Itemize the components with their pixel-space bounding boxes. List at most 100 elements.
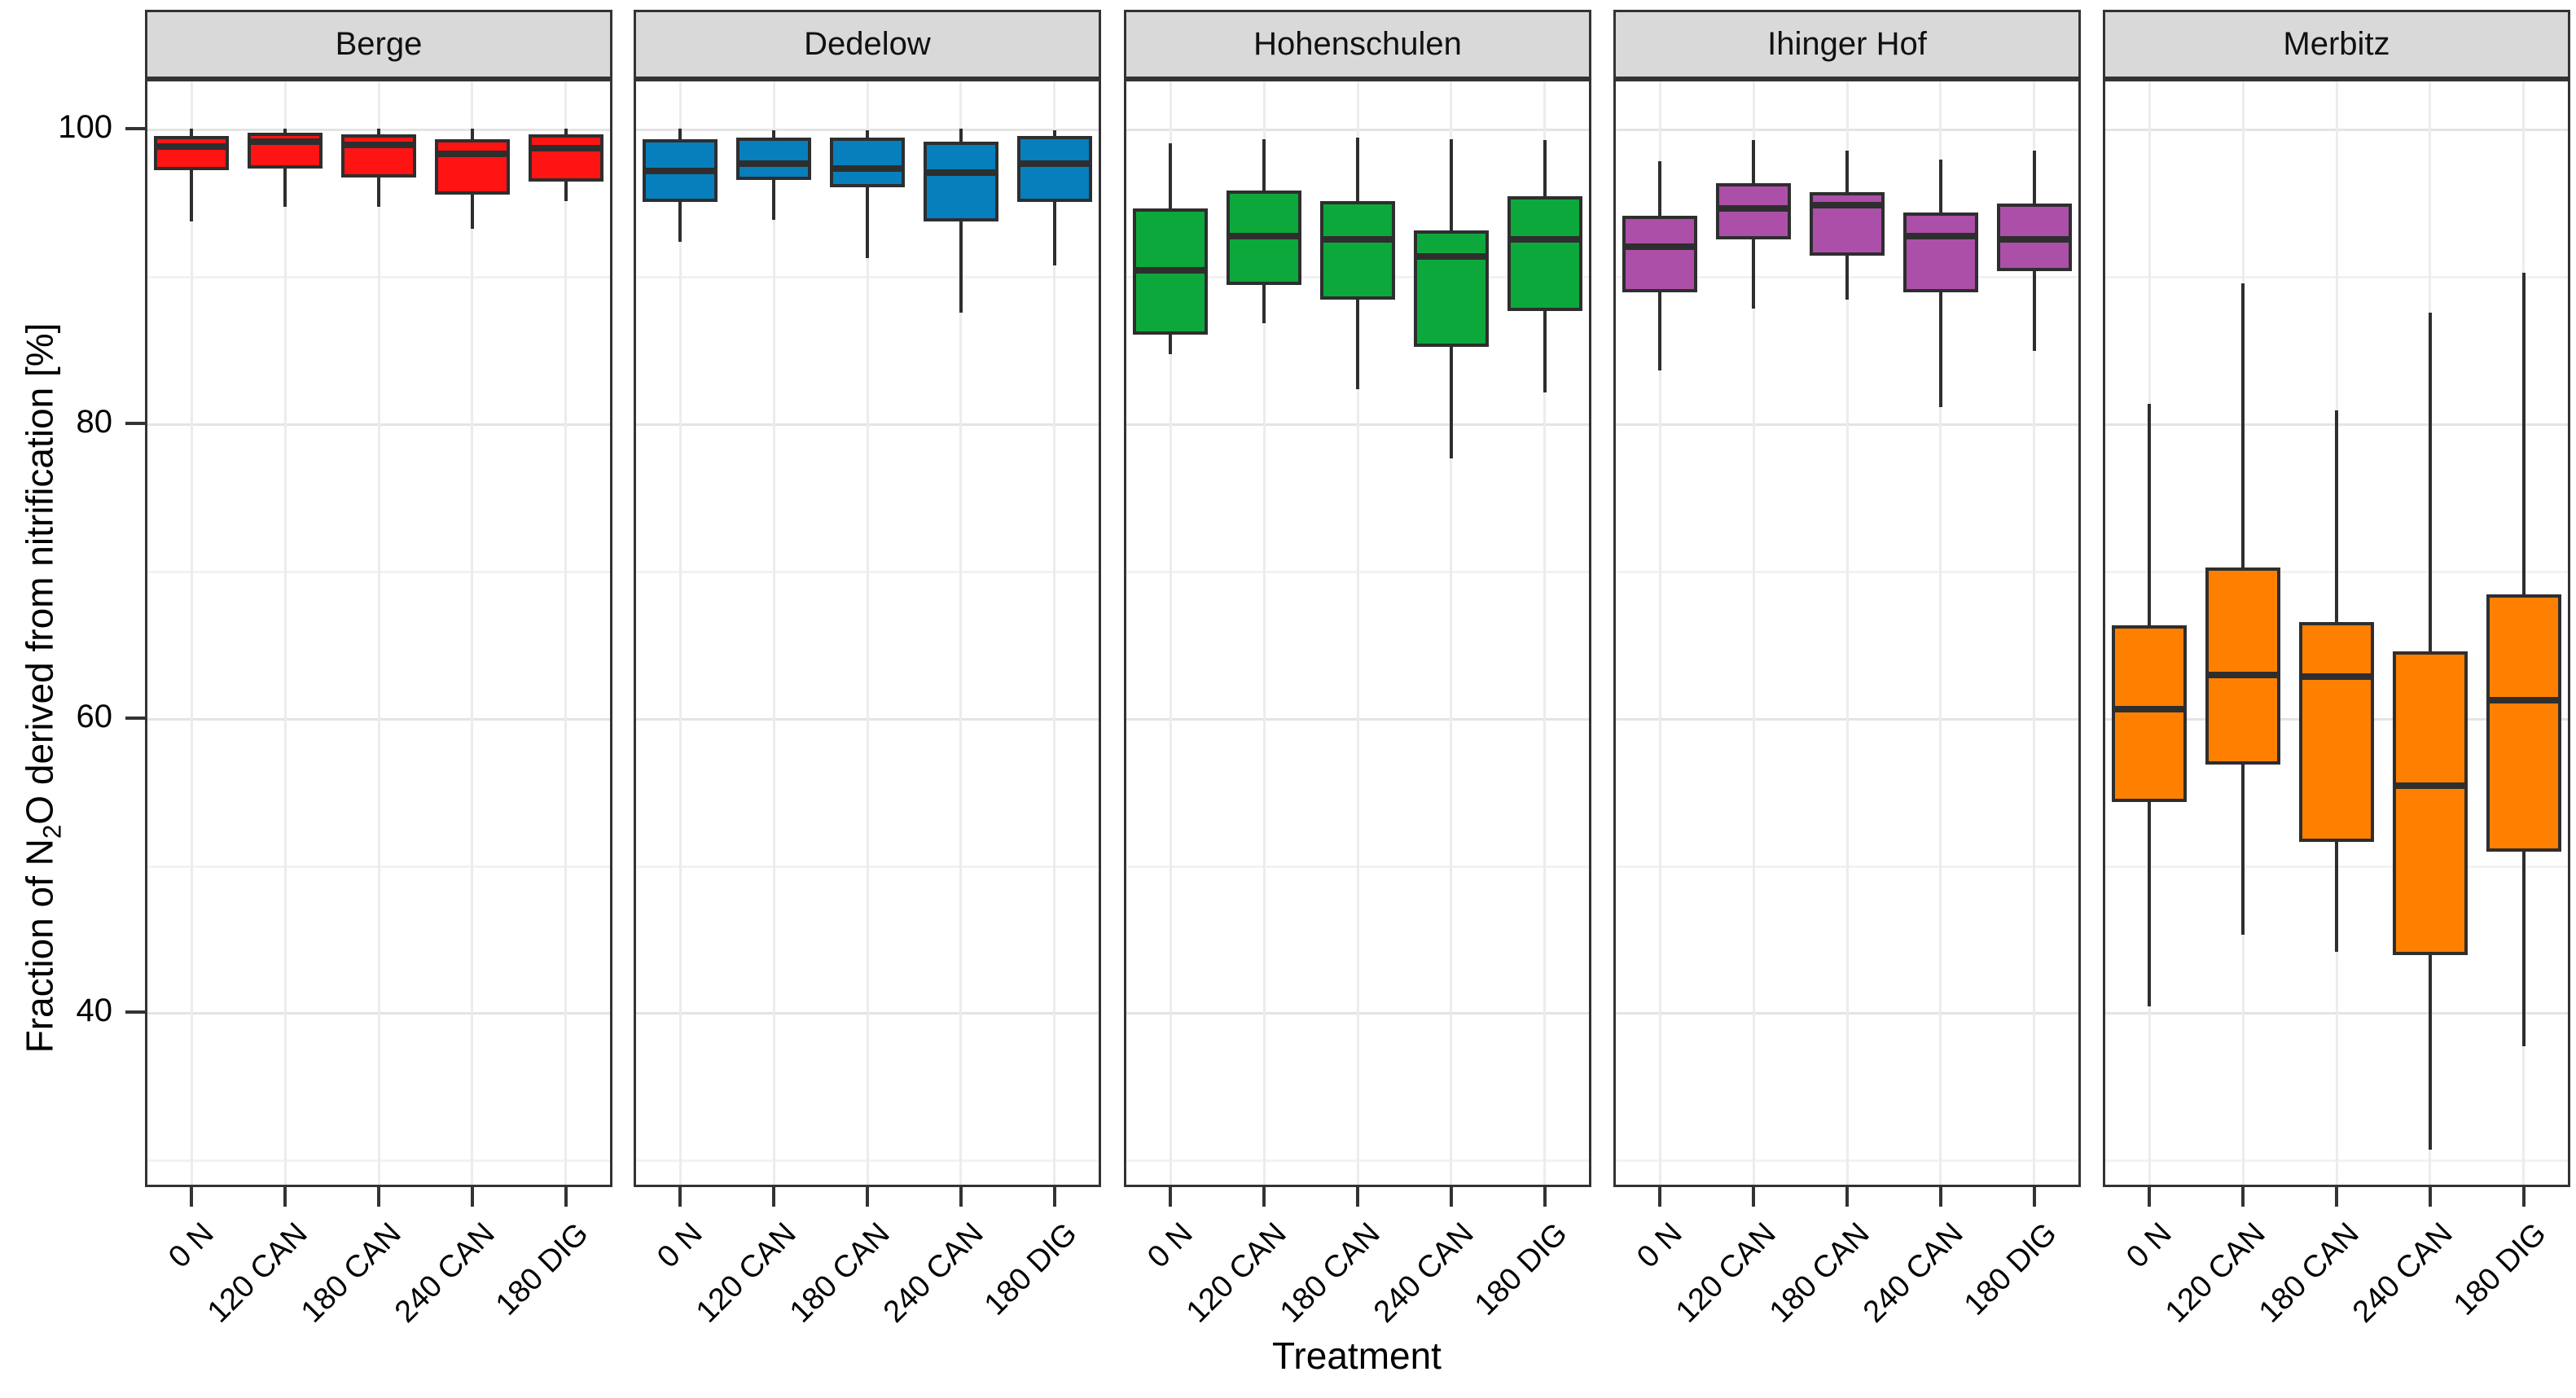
x-axis-tick-label: 180 CAN bbox=[294, 1216, 408, 1330]
box-whisker bbox=[190, 129, 194, 221]
gridline-vertical bbox=[678, 81, 682, 1185]
box-iqr bbox=[1016, 136, 1092, 203]
box-median-line bbox=[528, 144, 603, 151]
x-axis-tick-mark bbox=[1938, 1187, 1942, 1207]
box-median-line bbox=[1016, 160, 1092, 168]
y-axis-tick-mark bbox=[125, 1010, 145, 1015]
box-median-line bbox=[643, 168, 718, 175]
x-axis-tick-mark bbox=[1262, 1187, 1266, 1207]
facet-strip: Merbitz bbox=[2103, 10, 2570, 79]
box-iqr bbox=[1622, 215, 1698, 292]
box-whisker bbox=[866, 129, 869, 259]
x-axis-tick-mark bbox=[2521, 1187, 2526, 1207]
x-axis-tick-mark bbox=[1752, 1187, 1756, 1207]
x-axis-tick-mark bbox=[959, 1187, 963, 1207]
y-axis-title-subscript: 2 bbox=[37, 824, 67, 839]
x-axis-tick-mark bbox=[1356, 1187, 1359, 1207]
box-iqr bbox=[2392, 651, 2468, 955]
x-axis-tick-mark bbox=[2148, 1187, 2152, 1207]
facet-strip: Dedelow bbox=[634, 10, 1101, 79]
y-axis-tick-label: 80 bbox=[76, 403, 113, 440]
gridline-vertical bbox=[1356, 81, 1359, 1185]
x-axis-tick-mark bbox=[564, 1187, 568, 1207]
facet-strip: Ihinger Hof bbox=[1613, 10, 2081, 79]
facet-panel bbox=[1613, 79, 2081, 1187]
x-axis-tick-label: 120 CAN bbox=[690, 1216, 803, 1330]
x-axis-tick-mark bbox=[772, 1187, 776, 1207]
gridline-vertical bbox=[471, 81, 474, 1185]
box-iqr bbox=[923, 142, 998, 221]
gridline-vertical bbox=[772, 81, 775, 1185]
box-median-line bbox=[2486, 696, 2561, 703]
gridline-vertical bbox=[283, 81, 287, 1185]
gridline-vertical bbox=[1262, 81, 1266, 1185]
gridline-vertical bbox=[190, 81, 193, 1185]
facet-panel bbox=[634, 79, 1101, 1187]
x-axis-tick-label: 120 CAN bbox=[2159, 1216, 2272, 1330]
x-axis-tick-label: 0 N bbox=[162, 1216, 222, 1275]
box-median-line bbox=[830, 164, 905, 172]
x-axis-tick-label: 240 CAN bbox=[2346, 1216, 2460, 1330]
x-axis-tick-label: 240 CAN bbox=[388, 1216, 502, 1330]
y-axis-tick-mark bbox=[125, 716, 145, 720]
x-axis-tick-label: 180 CAN bbox=[1762, 1216, 1876, 1330]
box-median-line bbox=[2299, 673, 2374, 680]
box-median-line bbox=[154, 142, 230, 150]
gridline-vertical bbox=[1053, 81, 1056, 1185]
box-iqr bbox=[830, 137, 905, 188]
gridline-vertical bbox=[2033, 81, 2036, 1185]
box-median-line bbox=[736, 160, 812, 168]
box-iqr bbox=[434, 138, 510, 195]
box-median-line bbox=[1320, 235, 1395, 243]
y-axis-tick-mark bbox=[125, 421, 145, 425]
x-axis-tick-label: 240 CAN bbox=[876, 1216, 990, 1330]
y-axis-title-post: O derived from nitrification [%] bbox=[18, 322, 61, 825]
x-axis-tick-mark bbox=[1845, 1187, 1849, 1207]
gridline-vertical bbox=[1939, 81, 1942, 1185]
gridline-vertical bbox=[959, 81, 963, 1185]
box-median-line bbox=[2392, 782, 2468, 789]
x-axis-tick-label: 240 CAN bbox=[1856, 1216, 1970, 1330]
y-axis-tick-label: 60 bbox=[76, 698, 113, 734]
box-iqr bbox=[1413, 230, 1489, 347]
x-axis-tick-mark bbox=[1543, 1187, 1547, 1207]
box-median-line bbox=[248, 138, 323, 146]
gridline-vertical bbox=[1450, 81, 1453, 1185]
facet-strip-label: Hohenschulen bbox=[1253, 26, 1462, 62]
box-median-line bbox=[1716, 204, 1792, 212]
gridline-vertical bbox=[866, 81, 869, 1185]
x-axis-tick-mark bbox=[1449, 1187, 1453, 1207]
x-axis-tick-label: 180 CAN bbox=[2252, 1216, 2366, 1330]
box-iqr bbox=[1902, 213, 1978, 292]
facet-strip-label: Dedelow bbox=[804, 26, 931, 62]
facet-strip-label: Merbitz bbox=[2283, 26, 2390, 62]
box-iqr bbox=[2486, 594, 2561, 852]
x-axis-tick-mark bbox=[678, 1187, 682, 1207]
x-axis-tick-mark bbox=[377, 1187, 380, 1207]
box-median-line bbox=[1133, 266, 1209, 274]
box-median-line bbox=[1507, 235, 1582, 243]
facet-panel bbox=[145, 79, 612, 1187]
box-median-line bbox=[341, 141, 416, 148]
facet-strip-label: Berge bbox=[335, 26, 423, 62]
box-iqr bbox=[528, 134, 603, 182]
x-axis-tick-mark bbox=[866, 1187, 869, 1207]
gridline-vertical bbox=[1658, 81, 1661, 1185]
facet-panel bbox=[1124, 79, 1591, 1187]
facet-strip: Hohenschulen bbox=[1124, 10, 1591, 79]
box-median-line bbox=[923, 169, 998, 177]
y-axis-tick-label: 100 bbox=[58, 109, 112, 145]
box-iqr bbox=[2205, 568, 2281, 765]
y-axis-tick-label: 40 bbox=[76, 993, 113, 1029]
x-axis-tick-mark bbox=[1052, 1187, 1056, 1207]
x-axis-tick-mark bbox=[470, 1187, 474, 1207]
gridline-vertical bbox=[377, 81, 380, 1185]
x-axis-tick-mark bbox=[2335, 1187, 2338, 1207]
box-median-line bbox=[1622, 243, 1698, 250]
box-iqr bbox=[2112, 624, 2188, 802]
x-axis-tick-mark bbox=[1658, 1187, 1662, 1207]
x-axis-tick-mark bbox=[1169, 1187, 1173, 1207]
box-median-line bbox=[1227, 233, 1302, 240]
box-median-line bbox=[1996, 235, 2072, 243]
x-axis-tick-label: 120 CAN bbox=[201, 1216, 314, 1330]
